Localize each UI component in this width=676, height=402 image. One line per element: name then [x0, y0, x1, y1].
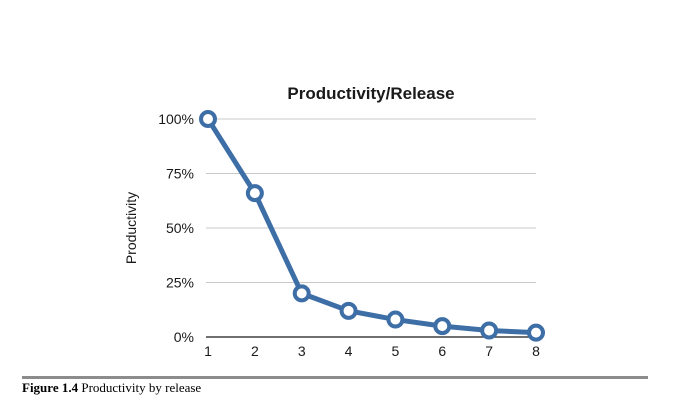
gridlines	[206, 118, 536, 283]
series-line	[205, 116, 539, 336]
y-tick-label: 100%	[158, 111, 194, 127]
y-tick-label: 25%	[166, 275, 194, 291]
x-tick-label: 5	[392, 343, 400, 359]
caption-text: Productivity by release	[78, 380, 202, 395]
x-tick-label: 7	[485, 343, 493, 359]
data-point	[199, 110, 217, 128]
data-point	[245, 184, 264, 203]
data-point	[386, 310, 405, 329]
y-axis-label: Productivity	[123, 192, 139, 264]
data-point	[527, 323, 545, 342]
y-tick-label: 75%	[166, 166, 194, 182]
caption-rule	[22, 376, 648, 379]
x-tick-label: 2	[251, 343, 259, 359]
x-tick-label: 8	[532, 343, 540, 359]
x-tick-labels: 1 2 3 4 5 6 7 8	[204, 343, 540, 359]
x-tick-label: 4	[345, 343, 353, 359]
caption-label: Figure 1.4	[22, 380, 79, 395]
y-tick-label: 0%	[174, 329, 194, 345]
x-tick-label: 3	[298, 343, 306, 359]
figure-caption: Figure 1.4 Productivity by release	[22, 380, 201, 396]
chart-title: Productivity/Release	[287, 84, 454, 103]
x-tick-label: 6	[438, 343, 446, 359]
y-tick-labels: 0% 25% 50% 75% 100%	[158, 111, 194, 345]
data-point	[292, 284, 311, 303]
x-tick-label: 1	[204, 343, 212, 359]
data-point	[433, 317, 452, 336]
y-tick-label: 50%	[166, 220, 194, 236]
data-point	[480, 321, 499, 340]
data-point	[339, 301, 358, 320]
data-points	[199, 110, 545, 342]
